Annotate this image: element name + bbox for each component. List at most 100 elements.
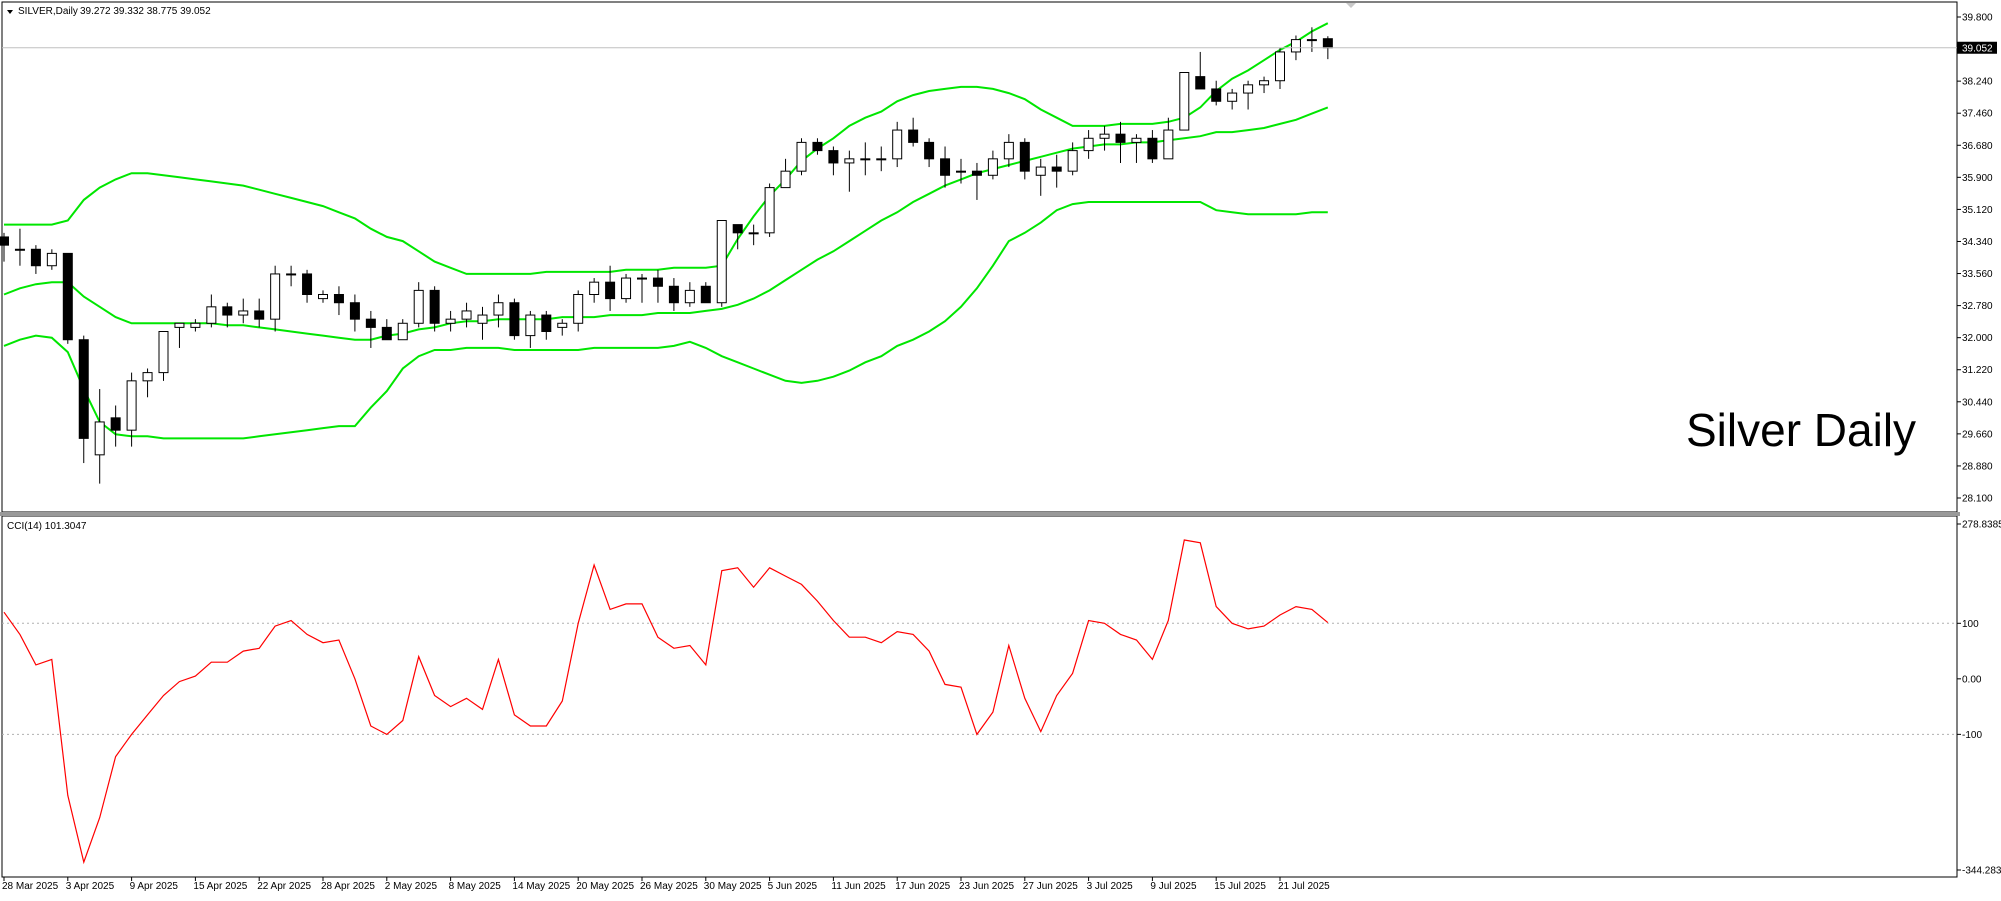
candle-body (302, 273, 313, 296)
x-tick-label: 11 Jun 2025 (831, 881, 886, 892)
candle-body (844, 158, 855, 164)
candle-body (158, 331, 169, 374)
candle-body (987, 158, 998, 176)
cci-layer (3, 539, 1329, 865)
x-tick-label: 2 May 2025 (385, 881, 438, 892)
y-tick-label: 34.340 (1962, 237, 1993, 248)
symbol-label: SILVER,Daily (18, 6, 78, 17)
x-tick-label: 14 May 2025 (512, 881, 570, 892)
candle-body (780, 170, 791, 189)
cci-tick-label: 0.00 (1962, 674, 1982, 685)
candle-body (381, 326, 392, 341)
candle-body (270, 273, 281, 320)
candle-body (1227, 92, 1238, 102)
y-tick-label: 35.120 (1962, 205, 1993, 216)
price-panel[interactable] (1, 1, 1958, 513)
last-price-box (1957, 41, 1997, 54)
candle-body (1211, 88, 1222, 102)
candle-body (652, 277, 663, 287)
bollinger-upper-band (4, 22, 1329, 275)
cci-tick-label: -344.283 (1962, 866, 2001, 877)
candle-body (1163, 129, 1174, 160)
candle-body (1275, 51, 1285, 82)
cci-y-axis: 278.8385 100 0.00 -100 -344.283 (1957, 520, 2001, 877)
x-axis: 28 Mar 2025 3 Apr 2025 9 Apr 2025 15 Apr 20… (2, 877, 1330, 892)
candle-body (413, 289, 424, 324)
candle-body (1179, 72, 1190, 131)
cci-line (3, 539, 1329, 865)
candle-body (732, 224, 743, 234)
candle-body (796, 141, 807, 172)
x-tick-label: 28 Apr 2025 (321, 881, 375, 892)
y-tick-label: 28.100 (1962, 494, 1993, 505)
candle-body (1003, 141, 1014, 160)
candle-body (461, 310, 472, 320)
candle-body (46, 252, 57, 267)
candle-body (764, 187, 775, 234)
candle-body (924, 141, 935, 160)
watermark-title: Silver Daily (1686, 404, 1916, 456)
candle-body (14, 248, 25, 251)
x-tick-label: 8 May 2025 (449, 881, 502, 892)
candle-body (956, 170, 966, 173)
candle-body (1083, 137, 1094, 152)
candle-body (1147, 137, 1158, 160)
candle-body (174, 322, 185, 328)
candle-body (860, 158, 871, 161)
candle-body (142, 372, 153, 382)
y-tick-label: 38.240 (1962, 77, 1993, 88)
candle-body (637, 277, 647, 280)
x-tick-label: 9 Apr 2025 (130, 881, 179, 892)
candle-body (1243, 84, 1254, 94)
candle-body (110, 417, 121, 431)
candle-body (493, 302, 504, 316)
candle-body (971, 170, 982, 176)
candle-body (748, 232, 759, 235)
candle-body (1051, 166, 1062, 172)
candle-body (365, 318, 376, 328)
y-tick-label: 31.220 (1962, 365, 1993, 376)
candle-body (940, 158, 951, 176)
x-tick-label: 9 Jul 2025 (1150, 881, 1197, 892)
y-tick-label: 33.560 (1962, 269, 1993, 280)
x-tick-label: 5 Jun 2025 (768, 881, 818, 892)
candle-body (812, 141, 823, 152)
x-tick-label: 20 May 2025 (576, 881, 634, 892)
shift-marker-icon[interactable] (1346, 3, 1356, 8)
candle-body (222, 306, 233, 316)
y-tick-label: 37.460 (1962, 109, 1993, 120)
collapse-arrow-icon[interactable] (7, 10, 13, 14)
x-tick-label: 15 Jul 2025 (1214, 881, 1266, 892)
cci-panel[interactable] (1, 515, 1958, 878)
x-tick-label: 28 Mar 2025 (2, 881, 59, 892)
candle-body (621, 277, 632, 300)
candle-body (908, 129, 919, 143)
candle-body (1290, 39, 1301, 53)
y-tick-label: 36.680 (1962, 141, 1993, 152)
candle-body (78, 339, 89, 439)
candle-body (1131, 137, 1142, 143)
last-price-label: 39.052 (1962, 43, 1993, 54)
candle-body (1115, 133, 1126, 143)
candle-body (828, 150, 839, 164)
x-tick-label: 3 Apr 2025 (66, 881, 115, 892)
x-tick-label: 22 Apr 2025 (257, 881, 311, 892)
candle-body (94, 421, 105, 456)
cci-label: CCI(14) 101.3047 (7, 521, 87, 532)
x-tick-label: 27 Jun 2025 (1023, 881, 1078, 892)
candles-layer (0, 27, 1333, 484)
y-tick-label: 32.780 (1962, 301, 1993, 312)
y-axis: 39.80039.02038.24037.46036.68035.90035.1… (1957, 13, 1993, 505)
candle-body (668, 285, 679, 304)
y-tick-label: 39.800 (1962, 13, 1993, 24)
candle-body (700, 285, 711, 304)
candle-body (126, 380, 137, 431)
candle-body (254, 310, 265, 320)
y-tick-label: 30.440 (1962, 397, 1993, 408)
candle-body (684, 289, 695, 304)
grid-layer (2, 622, 1957, 735)
y-tick-label: 29.660 (1962, 429, 1993, 440)
candle-body (509, 302, 520, 337)
